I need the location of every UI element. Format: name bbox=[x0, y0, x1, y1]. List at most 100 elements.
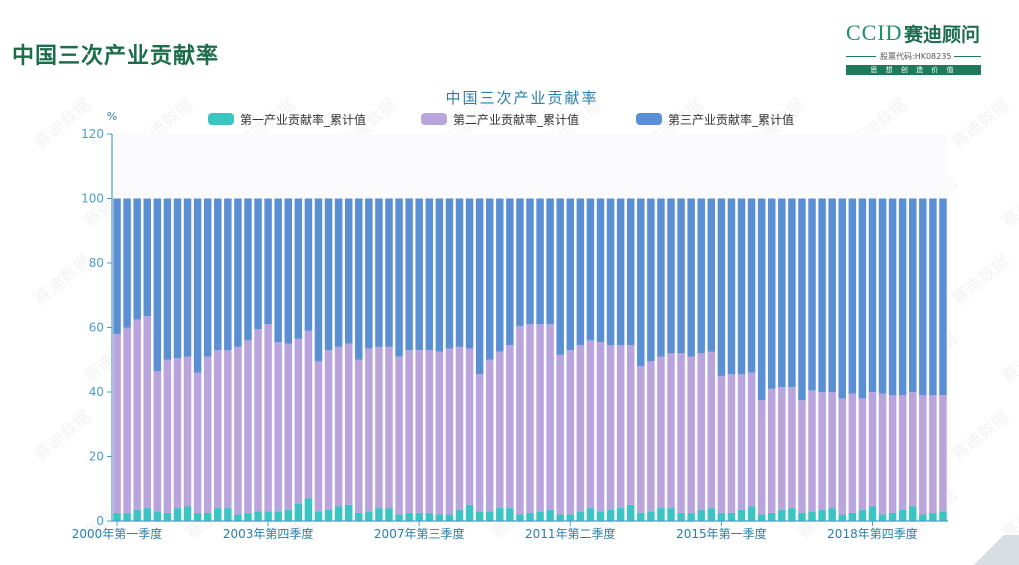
bar-primary bbox=[465, 504, 474, 521]
bar-primary bbox=[344, 504, 353, 521]
logo-slogan: 思 想 创 造 价 值 bbox=[846, 65, 981, 75]
bar-secondary bbox=[888, 395, 897, 513]
bar-tertiary bbox=[425, 198, 434, 351]
bar-secondary bbox=[516, 325, 524, 515]
bar-secondary bbox=[919, 395, 927, 515]
bar-tertiary bbox=[365, 198, 373, 349]
bar-secondary bbox=[747, 372, 756, 507]
bar-tertiary bbox=[475, 198, 484, 375]
bar-tertiary bbox=[637, 198, 645, 367]
bar-tertiary bbox=[465, 198, 474, 349]
bar-primary bbox=[203, 512, 212, 521]
bar-secondary bbox=[778, 387, 786, 510]
bar-secondary bbox=[173, 358, 182, 509]
bar-secondary bbox=[264, 324, 272, 512]
bar-secondary bbox=[818, 392, 826, 510]
y-tick-label: 20 bbox=[89, 450, 104, 464]
bar-primary bbox=[556, 514, 564, 521]
bar-primary bbox=[526, 512, 534, 521]
bar-secondary bbox=[465, 348, 474, 505]
corner-decoration bbox=[959, 535, 1019, 565]
logo-stock-code: 股票代码:HK08235 bbox=[880, 52, 952, 61]
bar-tertiary bbox=[697, 198, 705, 354]
bar-tertiary bbox=[435, 198, 444, 352]
bar-primary bbox=[778, 509, 786, 521]
bar-tertiary bbox=[284, 198, 292, 344]
bar-secondary bbox=[717, 375, 726, 513]
bar-primary bbox=[173, 508, 182, 521]
bar-tertiary bbox=[647, 198, 655, 362]
bar-tertiary bbox=[878, 198, 887, 394]
bar-primary bbox=[365, 511, 373, 521]
bar-secondary bbox=[153, 371, 162, 512]
bar-primary bbox=[576, 511, 585, 521]
bar-tertiary bbox=[818, 198, 826, 392]
bar-tertiary bbox=[264, 198, 272, 325]
bar-primary bbox=[485, 511, 494, 521]
bar-primary bbox=[838, 514, 846, 521]
bar-tertiary bbox=[727, 198, 736, 375]
bar-primary bbox=[133, 509, 141, 521]
bar-primary bbox=[445, 514, 454, 521]
bar-tertiary bbox=[506, 198, 514, 346]
x-tick-label: 2011年第二季度 bbox=[525, 526, 616, 541]
bar-primary bbox=[536, 511, 544, 521]
bar-secondary bbox=[214, 350, 222, 509]
bar-secondary bbox=[344, 343, 353, 505]
bar-secondary bbox=[455, 346, 464, 510]
bar-secondary bbox=[274, 342, 282, 512]
bar-primary bbox=[898, 509, 907, 521]
bar-secondary bbox=[435, 351, 444, 515]
bar-primary bbox=[254, 511, 262, 521]
bar-primary bbox=[274, 511, 282, 521]
bar-tertiary bbox=[375, 198, 383, 347]
bar-tertiary bbox=[828, 198, 836, 392]
bar-secondary bbox=[667, 353, 675, 509]
bar-tertiary bbox=[909, 198, 917, 392]
bar-secondary bbox=[365, 348, 373, 512]
bar-primary bbox=[868, 506, 877, 521]
bar-secondary bbox=[355, 359, 363, 513]
page-title: 中国三次产业贡献率 bbox=[12, 44, 220, 69]
bar-secondary bbox=[939, 395, 947, 512]
bar-secondary bbox=[828, 392, 836, 509]
bar-primary bbox=[314, 511, 323, 521]
bar-tertiary bbox=[314, 198, 323, 362]
bar-tertiary bbox=[677, 198, 685, 354]
bar-tertiary bbox=[163, 198, 172, 360]
bar-secondary bbox=[334, 346, 343, 507]
x-tick-label: 2018年第四季度 bbox=[827, 526, 918, 541]
legend-swatch bbox=[636, 113, 662, 125]
bar-primary bbox=[788, 508, 796, 521]
bar-tertiary bbox=[395, 198, 403, 357]
bar-secondary bbox=[324, 350, 333, 510]
bar-tertiary bbox=[546, 198, 554, 325]
bar-tertiary bbox=[143, 198, 151, 317]
logo-name: 赛迪顾问 bbox=[904, 24, 981, 46]
bar-secondary bbox=[838, 398, 846, 515]
bar-secondary bbox=[183, 356, 192, 507]
bar-tertiary bbox=[858, 198, 867, 399]
legend-label: 第三产业贡献率_累计值 bbox=[668, 112, 794, 127]
bar-primary bbox=[324, 509, 333, 521]
bar-primary bbox=[677, 512, 685, 521]
bar-tertiary bbox=[244, 198, 252, 341]
bar-tertiary bbox=[536, 198, 544, 325]
bar-tertiary bbox=[455, 198, 464, 347]
bar-primary bbox=[717, 512, 726, 521]
bar-tertiary bbox=[778, 198, 786, 388]
bar-primary bbox=[425, 512, 434, 521]
bar-tertiary bbox=[717, 198, 726, 376]
bar-secondary bbox=[798, 400, 806, 513]
bar-secondary bbox=[234, 346, 242, 515]
bar-secondary bbox=[808, 390, 816, 512]
bar-secondary bbox=[496, 351, 504, 509]
bar-primary bbox=[596, 511, 605, 521]
bar-secondary bbox=[415, 350, 423, 513]
bar-primary bbox=[858, 509, 867, 521]
bar-primary bbox=[828, 508, 836, 521]
bar-tertiary bbox=[768, 198, 776, 389]
bar-tertiary bbox=[687, 198, 695, 357]
x-tick-label: 2003年第四季度 bbox=[223, 526, 314, 541]
bar-tertiary bbox=[888, 198, 897, 396]
